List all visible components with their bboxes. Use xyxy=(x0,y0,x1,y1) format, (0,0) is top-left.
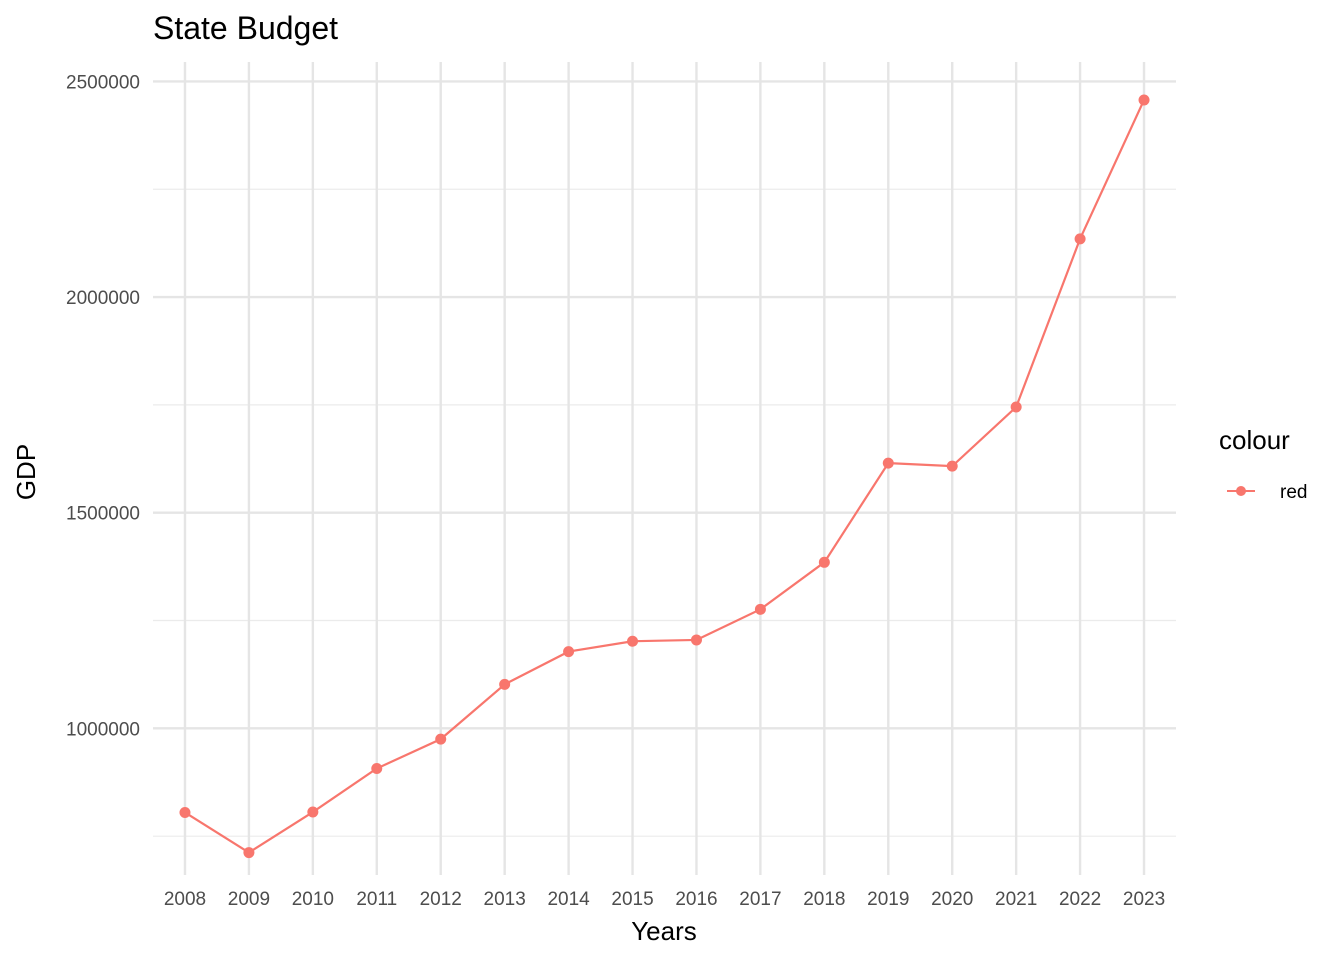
legend-label-red: red xyxy=(1280,482,1307,503)
minor-gridlines xyxy=(153,62,1176,875)
data-point xyxy=(627,635,639,647)
x-tick-label: 2019 xyxy=(867,889,909,910)
y-tick-label: 2500000 xyxy=(66,72,140,93)
data-point xyxy=(371,762,383,774)
legend-key-point xyxy=(1236,486,1246,496)
y-tick-label: 2000000 xyxy=(66,288,140,309)
x-tick-label: 2013 xyxy=(484,889,526,910)
data-point xyxy=(882,457,894,469)
x-tick-label: 2022 xyxy=(1059,889,1101,910)
x-tick-label: 2017 xyxy=(739,889,781,910)
x-tick-label: 2020 xyxy=(931,889,973,910)
series-line-red xyxy=(184,99,1146,854)
data-point xyxy=(1074,233,1086,245)
data-point xyxy=(499,678,511,690)
data-point xyxy=(690,634,702,646)
x-tick-label: 2014 xyxy=(547,889,590,910)
y-tick-label: 1500000 xyxy=(66,504,140,525)
data-point xyxy=(243,847,255,859)
y-axis-ticks: 1000000 1500000 2000000 2500000 xyxy=(66,72,140,740)
data-point xyxy=(307,806,319,818)
x-tick-label: 2012 xyxy=(420,889,462,910)
y-tick-label: 1000000 xyxy=(66,719,140,740)
legend-title: colour xyxy=(1219,425,1290,455)
x-tick-label: 2009 xyxy=(228,889,270,910)
legend: colour red xyxy=(1219,425,1307,503)
data-point xyxy=(179,806,191,818)
data-point xyxy=(1010,401,1022,413)
x-axis-title: Years xyxy=(631,916,697,946)
data-point xyxy=(946,460,958,472)
x-tick-label: 2015 xyxy=(611,889,653,910)
y-axis-title: GDP xyxy=(11,444,41,500)
data-point xyxy=(818,556,830,568)
x-tick-label: 2011 xyxy=(356,889,397,910)
x-tick-label: 2023 xyxy=(1123,889,1165,910)
chart-title: State Budget xyxy=(153,10,338,46)
x-tick-label: 2010 xyxy=(292,889,334,910)
data-point xyxy=(1138,94,1150,106)
series-layer xyxy=(179,94,1150,859)
data-point xyxy=(754,603,766,615)
x-tick-label: 2008 xyxy=(164,889,206,910)
x-tick-label: 2018 xyxy=(803,889,845,910)
major-gridlines xyxy=(153,62,1176,875)
data-point xyxy=(435,733,447,745)
data-point xyxy=(563,646,575,658)
x-tick-label: 2021 xyxy=(995,889,1037,910)
x-tick-label: 2016 xyxy=(675,889,717,910)
x-axis-ticks: 2008 2009 2010 2011 2012 2013 2014 2015 2016 2017… xyxy=(164,889,1165,910)
